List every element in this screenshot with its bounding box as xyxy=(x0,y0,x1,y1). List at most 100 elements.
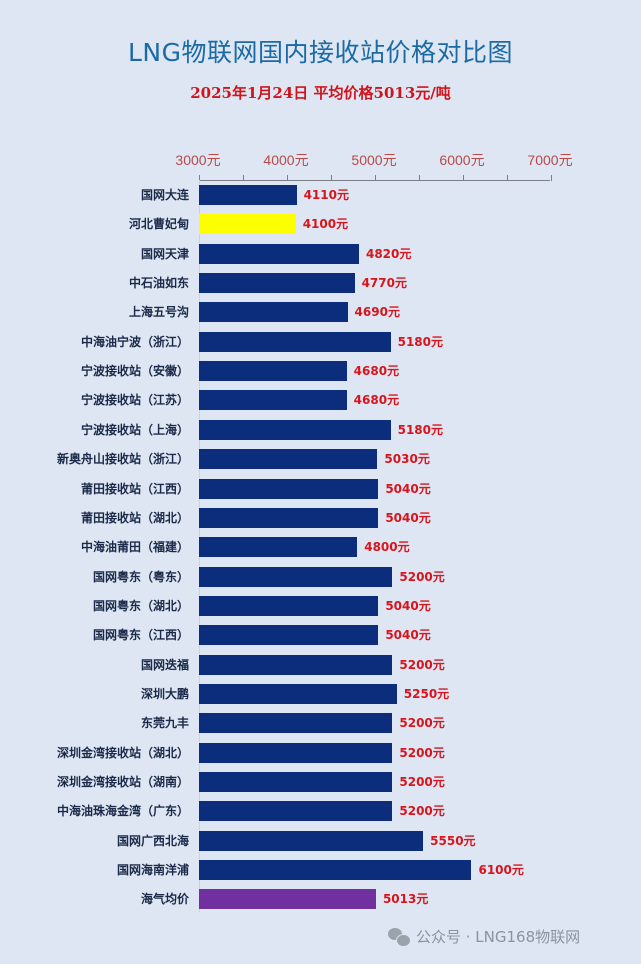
x-tick-label: 6000元 xyxy=(439,152,485,168)
value-label: 4690元 xyxy=(354,305,400,320)
bar-row: 中石油如东 4770元 xyxy=(0,273,641,294)
category-label: 国网大连 xyxy=(140,188,189,202)
category-label: 中海油宁波（浙江） xyxy=(80,334,189,349)
bar-row: 国网粤东（江西） 5040元 xyxy=(0,625,641,646)
value-label: 5250元 xyxy=(403,686,450,701)
bar-row: 东莞九丰 5200元 xyxy=(0,713,641,734)
bar-row: 中海油宁波（浙江） 5180元 xyxy=(0,331,641,352)
category-label: 国网粤东（湖北） xyxy=(92,598,189,613)
bar xyxy=(199,742,393,763)
bar xyxy=(199,331,391,352)
x-axis-tick xyxy=(330,175,332,181)
wechat-icon xyxy=(388,927,411,947)
category-label: 中石油如东 xyxy=(128,276,189,291)
value-label: 5040元 xyxy=(385,628,431,643)
category-label: 中海油珠海金湾（广东） xyxy=(56,804,189,819)
x-axis-tick xyxy=(462,175,464,181)
bar-row: 海气均价 5013元 xyxy=(0,889,641,910)
bar-row: 莆田接收站（湖北） 5040元 xyxy=(0,507,641,528)
bar-row: 国网粤东（粤东） 5200元 xyxy=(0,566,641,587)
bar xyxy=(199,889,376,910)
category-label: 新奥舟山接收站（浙江） xyxy=(56,452,189,467)
category-label: 河北曹妃甸 xyxy=(128,217,189,232)
bar xyxy=(199,273,355,294)
bar xyxy=(199,654,393,675)
category-label: 海气均价 xyxy=(140,892,189,907)
bar xyxy=(199,361,347,382)
value-label: 5180元 xyxy=(397,334,444,349)
value-label: 4110元 xyxy=(303,188,349,202)
bar-row: 深圳大鹏 5250元 xyxy=(0,683,641,704)
bar-row: 国网天津 4820元 xyxy=(0,243,641,264)
category-label: 深圳金湾接收站（湖北） xyxy=(56,745,189,760)
bar xyxy=(199,566,393,587)
bar xyxy=(199,185,297,205)
value-label: 5200元 xyxy=(399,569,445,584)
bar xyxy=(199,537,358,558)
watermark: 公众号 · LNG168物联网 xyxy=(388,926,580,947)
category-label: 中海油莆田（福建） xyxy=(80,540,189,555)
bar-row: 中海油莆田（福建） 4800元 xyxy=(0,537,641,558)
bar xyxy=(199,830,424,851)
category-label: 宁波接收站（上海） xyxy=(80,422,189,437)
bar xyxy=(199,390,347,411)
value-label: 5200元 xyxy=(399,657,445,672)
category-label: 莆田接收站（江西） xyxy=(80,481,189,496)
bar xyxy=(199,595,379,616)
bar xyxy=(199,683,397,704)
bar-row: 国网迭福 5200元 xyxy=(0,654,641,675)
category-label: 宁波接收站（江苏） xyxy=(80,393,189,408)
value-label: 5550元 xyxy=(430,833,476,848)
x-axis: 3000元 4000元 5000元 6000元 7000元 xyxy=(0,0,641,200)
bar xyxy=(199,713,393,734)
bar-row: 新奥舟山接收站（浙江） 5030元 xyxy=(0,449,641,470)
bar xyxy=(199,625,379,646)
x-tick-label: 3000元 xyxy=(175,152,221,168)
category-label: 国网广西北海 xyxy=(116,833,189,848)
x-axis-tick xyxy=(418,175,420,181)
value-label: 6100元 xyxy=(478,863,524,878)
category-label: 国网天津 xyxy=(140,246,189,261)
x-tick-label: 7000元 xyxy=(527,152,573,168)
bar xyxy=(199,478,379,499)
value-label: 4680元 xyxy=(353,393,400,408)
bar-row: 国网海南洋浦 6100元 xyxy=(0,860,641,881)
bar xyxy=(199,772,393,792)
bar-row: 宁波接收站（上海） 5180元 xyxy=(0,419,641,440)
value-label: 5040元 xyxy=(385,598,431,613)
watermark-text: 公众号 · LNG168物联网 xyxy=(416,928,581,946)
value-label: 5030元 xyxy=(384,452,430,467)
bar-row: 国网粤东（湖北） 5040元 xyxy=(0,595,641,616)
value-label: 5013元 xyxy=(382,892,429,907)
category-label: 东莞九丰 xyxy=(140,716,189,731)
value-label: 4800元 xyxy=(364,540,410,555)
category-label: 国网海南洋浦 xyxy=(116,863,189,878)
value-label: 5040元 xyxy=(385,510,431,525)
bar-row: 河北曹妃甸 4100元 xyxy=(0,214,641,235)
bar-row: 国网广西北海 5550元 xyxy=(0,830,641,851)
bar xyxy=(199,419,391,440)
value-label: 4100元 xyxy=(302,217,349,232)
x-tick-label: 4000元 xyxy=(263,152,309,168)
bar-row: 国网大连 4110元 xyxy=(0,185,641,205)
chart-subtitle: 2025年1月24日 平均价格5013元/吨 xyxy=(190,84,451,102)
bar xyxy=(199,860,472,881)
category-label: 国网粤东（粤东） xyxy=(92,569,189,584)
category-label: 深圳金湾接收站（湖南） xyxy=(56,775,189,789)
bar-row: 中海油珠海金湾（广东） 5200元 xyxy=(0,801,641,822)
bar-row: 上海五号沟 4690元 xyxy=(0,302,641,323)
value-label: 5040元 xyxy=(385,481,431,496)
bar-row: 深圳金湾接收站（湖南） 5200元 xyxy=(0,772,641,792)
x-axis-tick xyxy=(286,175,288,181)
bar xyxy=(199,801,393,822)
value-label: 4820元 xyxy=(365,246,412,261)
value-label: 5200元 xyxy=(399,804,445,819)
category-label: 莆田接收站（湖北） xyxy=(80,510,189,525)
x-axis-tick xyxy=(199,175,200,181)
category-label: 上海五号沟 xyxy=(128,305,189,320)
x-axis-line xyxy=(199,180,550,181)
value-label: 4770元 xyxy=(361,276,407,291)
x-axis-tick xyxy=(242,175,244,181)
value-label: 5180元 xyxy=(397,422,444,437)
value-label: 4680元 xyxy=(353,364,400,379)
